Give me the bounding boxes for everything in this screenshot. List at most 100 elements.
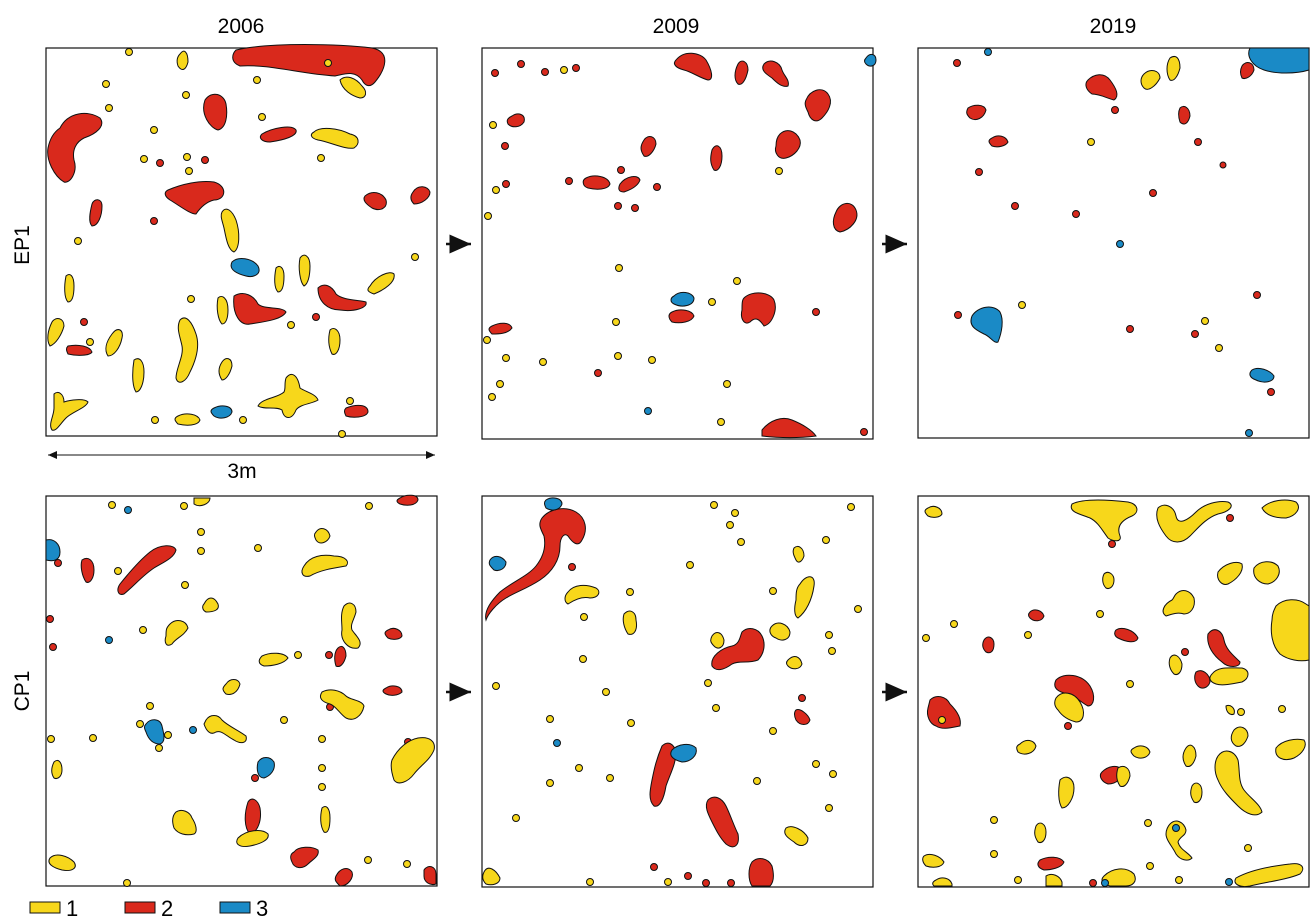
patch-2	[1028, 609, 1045, 622]
point-2	[150, 217, 158, 225]
point-1	[615, 264, 623, 272]
patch-1	[1130, 745, 1151, 759]
patch-1	[1234, 863, 1304, 887]
point-1	[822, 536, 830, 544]
point-1	[483, 336, 491, 344]
patch-1	[1261, 499, 1299, 519]
point-2	[954, 311, 962, 319]
patch-2	[396, 494, 419, 506]
point-2	[54, 559, 62, 567]
point-1	[512, 814, 520, 822]
patch-1	[390, 737, 435, 784]
patch-2	[423, 866, 437, 885]
point-1	[89, 734, 97, 742]
patch-2	[618, 176, 641, 193]
patch-2	[80, 557, 95, 583]
point-2	[1072, 210, 1080, 218]
patch-3	[670, 743, 697, 763]
patch-1	[922, 853, 945, 868]
point-1	[146, 702, 154, 710]
point-1	[648, 356, 656, 364]
patch-2	[290, 846, 319, 869]
patch-2	[244, 798, 261, 835]
point-1	[1244, 844, 1252, 852]
point-1	[150, 126, 158, 134]
point-1	[280, 716, 288, 724]
patch-1	[51, 759, 63, 779]
legend-swatch-3	[219, 901, 251, 914]
point-3	[553, 739, 561, 747]
point-1	[254, 544, 262, 552]
patch-1	[1168, 654, 1183, 675]
patch-3	[1249, 367, 1275, 383]
patch-2	[117, 545, 177, 595]
point-1	[318, 764, 326, 772]
patch-1	[924, 505, 943, 518]
patch-1	[319, 689, 365, 720]
point-3	[644, 407, 652, 415]
patch-2	[410, 186, 431, 205]
point-1	[183, 153, 191, 161]
point-1	[704, 679, 712, 687]
patch-3	[488, 555, 507, 571]
point-1	[187, 295, 195, 303]
patch-3	[210, 405, 233, 419]
point-1	[108, 501, 116, 509]
point-3	[1172, 824, 1180, 832]
point-2	[953, 59, 961, 67]
patch-2	[1240, 62, 1255, 79]
point-1	[539, 358, 547, 366]
patch-2	[89, 199, 103, 227]
patch-1	[193, 497, 211, 507]
point-1	[488, 393, 496, 401]
point-1	[710, 501, 718, 509]
point-2	[1194, 138, 1202, 146]
point-2	[80, 318, 88, 326]
point-1	[318, 783, 326, 791]
point-1	[753, 777, 761, 785]
point-1	[180, 502, 188, 510]
point-1	[317, 154, 325, 162]
patch-1	[482, 867, 501, 886]
patch-2	[1114, 627, 1139, 643]
point-1	[847, 503, 855, 511]
patch-1	[301, 554, 348, 577]
patch-2	[259, 126, 297, 143]
point-2	[1267, 388, 1275, 396]
point-1	[140, 155, 148, 163]
point-2	[798, 694, 806, 702]
point-2	[702, 879, 710, 887]
patch-1	[203, 715, 247, 744]
patch-1	[932, 877, 953, 887]
patch-3	[864, 53, 877, 67]
point-1	[579, 655, 587, 663]
patch-1	[1165, 820, 1193, 861]
patch-1	[341, 602, 361, 649]
point-1	[105, 104, 113, 112]
point-3	[1101, 879, 1109, 887]
point-2	[1011, 202, 1019, 210]
patch-2	[233, 293, 287, 325]
point-1	[318, 735, 326, 743]
point-2	[1226, 514, 1234, 522]
point-1	[1215, 344, 1223, 352]
point-2	[631, 204, 639, 212]
point-1	[287, 321, 295, 329]
point-1	[403, 860, 411, 868]
point-1	[136, 720, 144, 728]
patch-1	[1016, 739, 1037, 755]
point-1	[253, 76, 261, 84]
point-1	[74, 237, 82, 245]
patch-1	[1253, 561, 1280, 585]
patch-2	[66, 344, 93, 356]
panel-frame	[45, 47, 438, 437]
patch-2	[711, 628, 765, 671]
panel-cp1-2006	[45, 494, 438, 887]
point-2	[860, 428, 868, 436]
point-1	[708, 298, 716, 306]
point-1	[769, 727, 777, 735]
point-1	[1024, 631, 1032, 639]
point-1	[502, 354, 510, 362]
point-1	[197, 547, 205, 555]
